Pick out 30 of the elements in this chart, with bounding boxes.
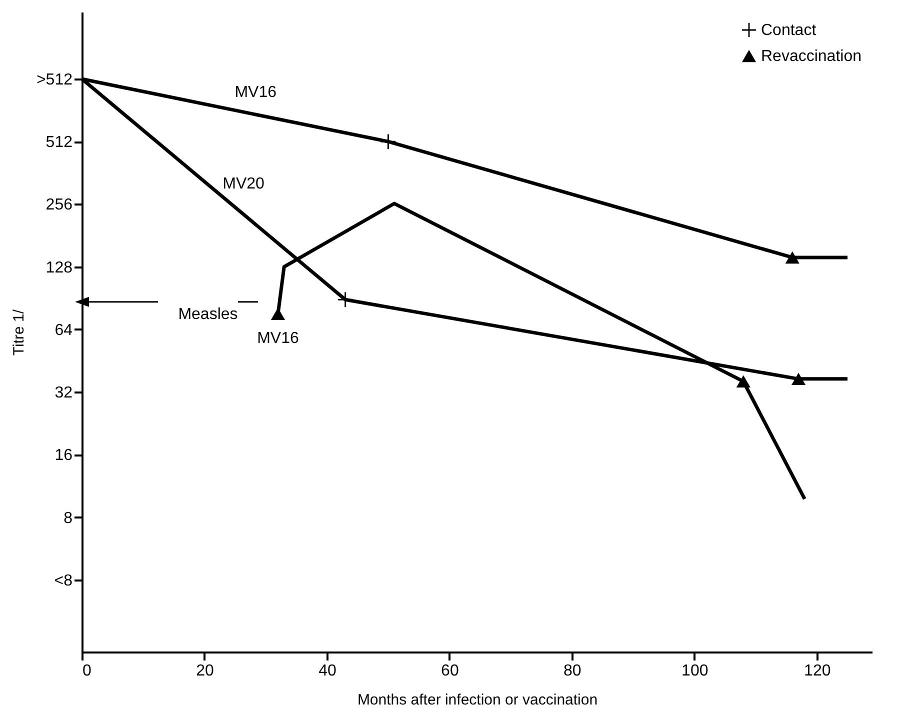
legend-label: Contact	[761, 22, 817, 39]
point	[791, 372, 806, 386]
x-tick-label: 100	[682, 662, 708, 680]
point	[380, 134, 396, 150]
x-tick-label: 80	[564, 662, 582, 680]
point	[338, 292, 353, 308]
x-axis-title: Months after infection or vaccination	[357, 692, 598, 708]
y-tick-label: 64	[54, 322, 73, 339]
y-tick-label: 32	[54, 384, 73, 402]
y-tick-label: 16	[54, 447, 73, 464]
point	[785, 251, 800, 264]
annotation: Measles	[178, 306, 238, 323]
y-tick-label: 8	[64, 510, 73, 527]
x-tick-label: 60	[441, 662, 459, 680]
y-tick-label: 512	[46, 134, 73, 152]
y-tick-label: 128	[46, 259, 73, 276]
y-tick-label: <8	[54, 572, 73, 590]
legend-label: Revaccination	[761, 48, 862, 65]
point	[270, 308, 286, 320]
series-label: MV16	[234, 84, 277, 101]
x-tick-label: 20	[196, 662, 214, 680]
series-label: MV20	[222, 175, 265, 192]
x-tick-label: 0	[82, 662, 92, 680]
y-tick-label: 256	[46, 196, 73, 214]
annotation: MV16	[257, 330, 299, 347]
y-axis-title: Titre 1/	[10, 308, 28, 356]
y-tick-label: >512	[36, 72, 73, 88]
x-tick-label: 40	[318, 662, 336, 680]
x-tick-label: 120	[804, 662, 831, 680]
point	[736, 375, 750, 388]
